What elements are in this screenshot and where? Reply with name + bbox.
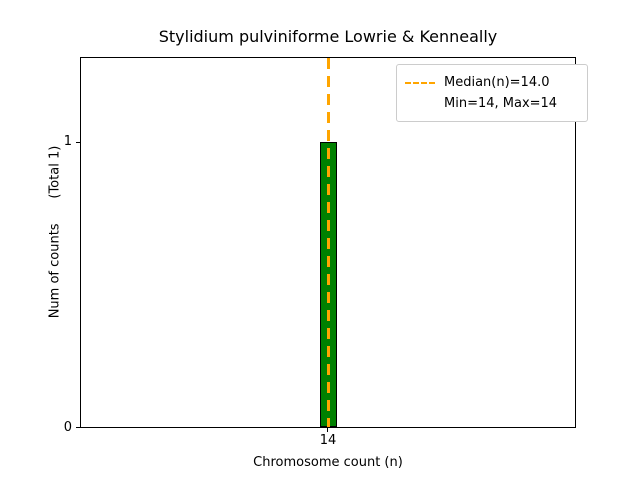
y-tick-mark-0 [76,427,80,428]
x-tick-label-14: 14 [319,433,337,448]
x-tick-mark-14 [327,428,328,432]
y-tick-mark-1 [76,142,80,143]
y-tick-label-1: 1 [63,134,72,149]
legend: Median(n)=14.0 Min=14, Max=14 [396,64,588,122]
x-axis-label: Chromosome count (n) [253,455,403,470]
y-tick-label-0: 0 [63,420,72,435]
legend-row-median: Median(n)=14.0 [405,72,577,93]
plot-area: Median(n)=14.0 Min=14, Max=14 [80,57,588,428]
legend-row-minmax: Min=14, Max=14 [405,93,577,114]
chart-title: Stylidium pulviniforme Lowrie & Kenneall… [158,27,498,46]
y-axis-label: Num of counts (Total 1) [47,145,63,319]
legend-minmax-label: Min=14, Max=14 [444,96,558,111]
legend-median-line-sample [405,81,435,84]
legend-median-label: Median(n)=14.0 [444,75,550,90]
median-dashed-line [327,58,330,427]
